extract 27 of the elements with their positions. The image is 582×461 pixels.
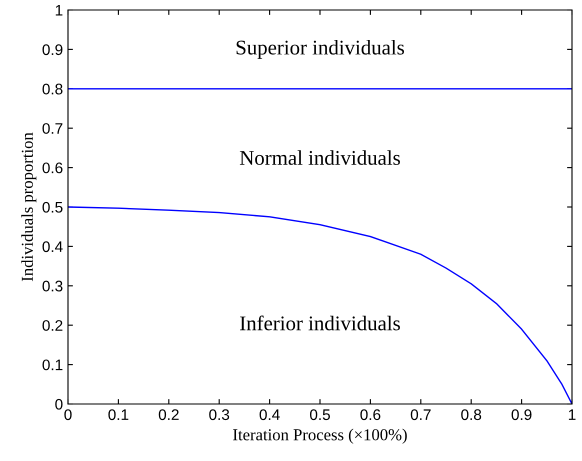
y-tick-label: 0.8 <box>42 84 62 94</box>
y-tick-label: 0.3 <box>42 280 62 292</box>
y-tick-label: 1 <box>56 5 62 16</box>
x-tick-label: 1 <box>568 409 576 420</box>
x-tick-label: 0.8 <box>461 409 482 420</box>
y-tick-label: 0.6 <box>42 162 62 174</box>
y-tick-label: 0.2 <box>42 320 62 331</box>
x-tick-label: 0.1 <box>108 409 128 420</box>
y-tick-label: 0 <box>55 398 63 410</box>
x-tick-label: 0 <box>64 409 72 420</box>
x-tick-label: 0.2 <box>158 409 179 420</box>
annotation: Inferior individuals <box>240 316 400 330</box>
x-tick-label: 0.3 <box>209 409 230 420</box>
y-axis-title: Individuals proportion <box>21 132 36 282</box>
annotation: Superior individuals <box>236 40 404 59</box>
y-tick-label: 0.5 <box>42 202 62 213</box>
y-tick-label: 0.1 <box>42 359 62 370</box>
x-tick-label: 0.9 <box>512 409 532 420</box>
y-tick-label: 0.4 <box>42 241 63 252</box>
x-tick-label: 0.7 <box>410 409 431 420</box>
x-tick-label: 0.6 <box>360 409 380 420</box>
y-tick-label: 0.7 <box>42 123 62 134</box>
x-axis-title: Iteration Process (×100%) <box>233 428 407 444</box>
annotation: Normal individuals <box>240 150 400 165</box>
x-tick-label: 0.5 <box>310 409 330 420</box>
y-tick-label: 0.9 <box>42 44 62 56</box>
x-tick-label: 0.4 <box>260 409 280 420</box>
